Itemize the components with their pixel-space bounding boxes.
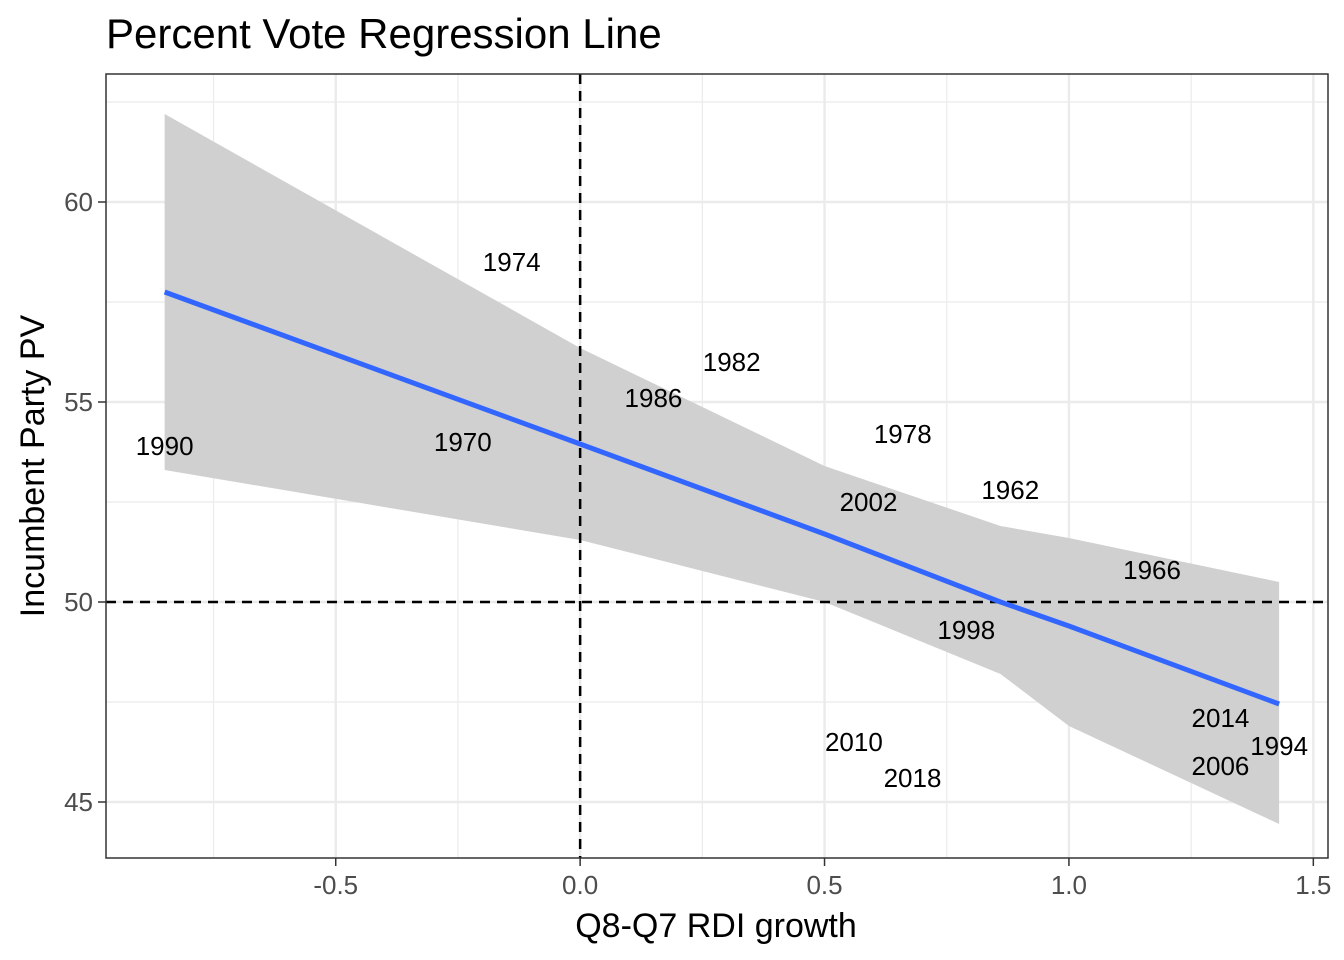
point-label-2002: 2002	[840, 487, 898, 517]
x-axis: -0.5 0.0 0.5 1.0 1.5	[313, 858, 1331, 900]
y-tick-label: 60	[64, 187, 93, 217]
point-labels: 1990 1970 1974 1986 1982 2010 2002 1978 2018 1998…	[136, 247, 1308, 793]
point-label-2018: 2018	[884, 763, 942, 793]
x-axis-title: Q8-Q7 RDI growth	[575, 907, 857, 945]
y-axis-title: Incumbent Party PV	[14, 315, 52, 618]
point-label-1974: 1974	[483, 247, 541, 277]
y-tick-label: 45	[64, 787, 93, 817]
point-label-1990: 1990	[136, 431, 194, 461]
y-tick-label: 55	[64, 387, 93, 417]
point-label-1998: 1998	[937, 615, 995, 645]
point-label-2014: 2014	[1192, 703, 1250, 733]
x-tick-label: 0.5	[806, 870, 842, 900]
regression-line	[163, 289, 1280, 707]
reference-lines	[106, 74, 1328, 858]
point-label-1978: 1978	[874, 419, 932, 449]
x-tick-label: -0.5	[313, 870, 358, 900]
point-label-2006: 2006	[1192, 751, 1250, 781]
point-label-1970: 1970	[434, 427, 492, 457]
x-tick-label: 1.5	[1295, 870, 1331, 900]
y-tick-label: 50	[64, 587, 93, 617]
chart-title: Percent Vote Regression Line	[106, 10, 662, 57]
point-label-1966: 1966	[1123, 555, 1181, 585]
confidence-band	[164, 114, 1280, 824]
point-label-1994: 1994	[1250, 731, 1308, 761]
point-label-2010: 2010	[825, 727, 883, 757]
y-axis: 45 50 55 60	[64, 187, 106, 817]
major-gridlines	[106, 74, 1328, 858]
point-label-1986: 1986	[625, 383, 683, 413]
regression-line-layer	[163, 289, 1280, 707]
confidence-band-layer	[164, 114, 1280, 824]
point-label-1962: 1962	[981, 475, 1039, 505]
x-tick-label: 1.0	[1051, 870, 1087, 900]
point-label-1982: 1982	[703, 347, 761, 377]
panel-border	[105, 73, 1329, 859]
x-tick-label: 0.0	[562, 870, 598, 900]
